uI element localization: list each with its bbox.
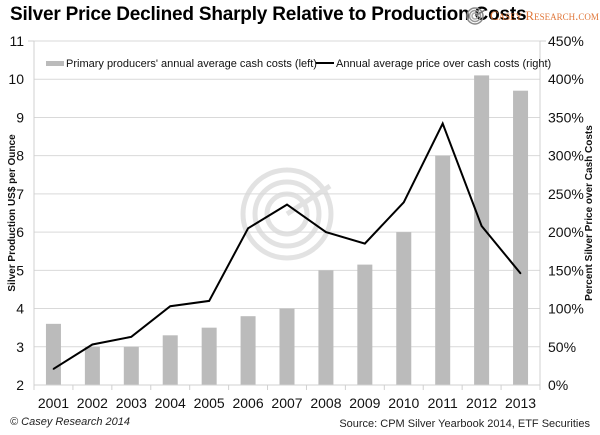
line-point <box>52 368 55 370</box>
bar-series <box>45 75 529 386</box>
x-axis-ticks: 2001 2002 2003 2004 2005 2006 2007 2008 2009 2010… <box>38 395 536 411</box>
right-tick-label: 250% <box>548 186 584 202</box>
x-tick-label: 2007 <box>271 395 302 411</box>
line-point <box>130 336 133 338</box>
right-tick-label: 150% <box>548 262 584 278</box>
left-tick-label: 2 <box>16 377 24 393</box>
right-axis-ticks: 0% 50% 100% 150% 200% 250% 300% 350% 400% 450% <box>548 33 584 393</box>
right-tick-label: 450% <box>548 33 584 49</box>
legend-bar-swatch <box>46 61 64 66</box>
right-axis-title: Percent Silver Price over Cash Costs <box>584 125 595 301</box>
bar <box>435 155 451 385</box>
left-tick-label: 3 <box>16 339 24 355</box>
left-tick-label: 4 <box>16 301 24 317</box>
line-point <box>325 231 327 233</box>
right-tick-label: 0% <box>548 377 568 393</box>
x-tick-label: 2004 <box>155 395 186 411</box>
line-point <box>247 227 249 230</box>
gridlines <box>34 40 540 348</box>
bar <box>123 346 139 385</box>
right-tick-label: 100% <box>548 301 584 317</box>
bar <box>240 316 256 385</box>
bar <box>474 75 490 386</box>
left-tick-label: 10 <box>8 71 24 87</box>
line-point <box>91 343 94 346</box>
left-tick-label: 8 <box>16 148 24 164</box>
bar <box>84 346 100 385</box>
right-tick-label: 200% <box>548 224 584 240</box>
x-tick-label: 2009 <box>349 395 380 411</box>
line-series <box>52 121 522 370</box>
right-tick-label: 350% <box>548 109 584 125</box>
left-tick-label: 5 <box>16 262 24 278</box>
x-tick-label: 2008 <box>310 395 341 411</box>
x-tick-label: 2003 <box>116 395 147 411</box>
watermark-spiral-icon <box>240 167 334 261</box>
right-tick-label: 400% <box>548 71 584 87</box>
line-point <box>208 300 210 302</box>
line-point <box>441 122 444 125</box>
line-point <box>286 203 288 206</box>
left-tick-label: 7 <box>16 186 24 202</box>
bar <box>162 335 178 385</box>
right-tick-label: 50% <box>548 339 576 355</box>
bar <box>318 270 334 385</box>
left-tick-label: 9 <box>16 109 24 125</box>
x-tick-label: 2010 <box>388 395 419 411</box>
x-tick-label: 2013 <box>505 395 536 411</box>
casey-research-logo: Casey Research.com <box>465 7 599 25</box>
line-point <box>364 242 366 245</box>
line-point <box>402 201 405 204</box>
line-point <box>169 305 172 308</box>
x-tick-label: 2012 <box>466 395 497 411</box>
left-tick-label: 6 <box>16 224 24 240</box>
left-tick-label: 11 <box>9 33 24 49</box>
copyright-note: © Casey Research 2014 <box>10 416 131 428</box>
casey-spiral-logo-icon <box>466 7 486 25</box>
legend-bar-label: Primary producers' annual average cash c… <box>66 58 317 70</box>
chart-title: Silver Price Declined Sharply Relative t… <box>10 4 527 25</box>
x-tick-label: 2005 <box>194 395 225 411</box>
left-axis-ticks: 2 3 4 5 6 7 8 9 10 11 <box>8 33 24 393</box>
right-tick-label: 300% <box>548 148 584 164</box>
bar <box>513 90 529 385</box>
x-tick-label: 2006 <box>232 395 263 411</box>
bar <box>357 264 373 385</box>
x-tick-label: 2002 <box>77 395 108 411</box>
x-tick-label: 2001 <box>38 395 69 411</box>
logo-text: Casey Research.com <box>490 8 599 23</box>
bar <box>201 327 217 385</box>
bar <box>279 308 295 385</box>
line-point <box>519 272 522 275</box>
bar <box>396 232 412 385</box>
legend-line-label: Annual average price over cash costs (ri… <box>336 58 551 70</box>
source-note: Source: CPM Silver Yearbook 2014, ETF Se… <box>339 418 590 430</box>
line-point <box>480 225 483 227</box>
left-axis-title: Silver Production US$ per Ounce <box>7 134 18 292</box>
axes <box>28 40 546 390</box>
x-tick-label: 2011 <box>428 395 458 411</box>
legend: Primary producers' annual average cash c… <box>46 58 551 70</box>
bar <box>45 323 61 385</box>
